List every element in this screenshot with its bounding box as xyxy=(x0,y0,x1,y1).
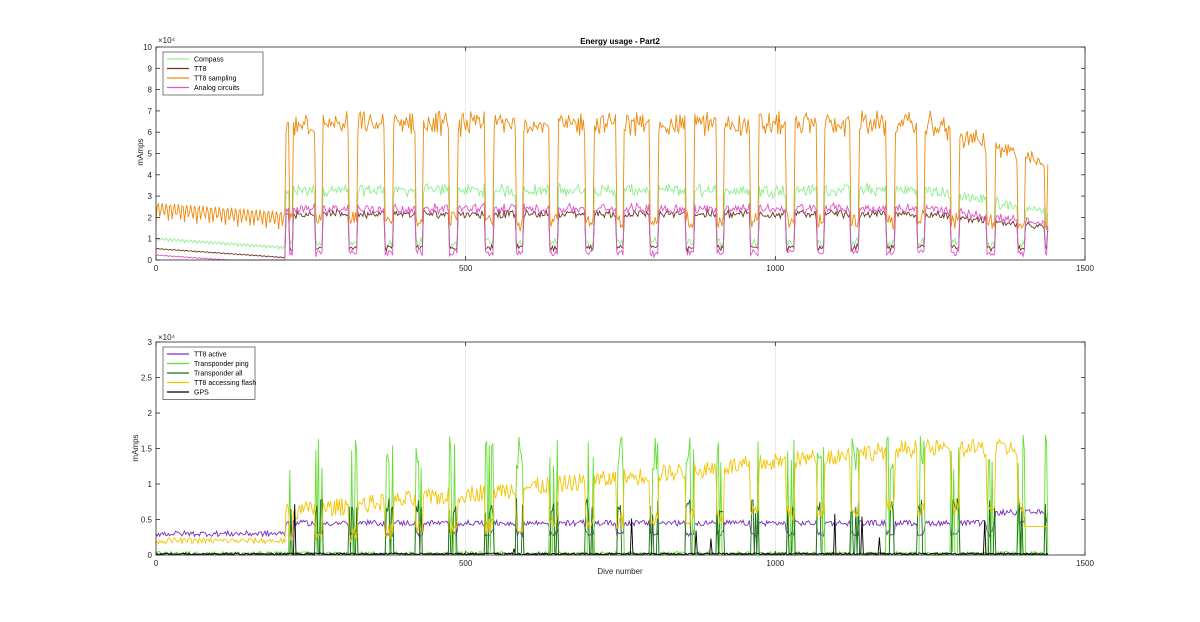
top-plot-area: 0 500 1000 1500 0 1 2 3 4 5 6 7 8 9 10 Compass TT8 TT8 sa… xyxy=(143,43,1094,273)
y-tick-label: 1 xyxy=(148,480,153,489)
series-line-tt8-sampling xyxy=(155,110,1049,232)
x-tick-label: 0 xyxy=(154,264,159,273)
legend-entry: Transponder all xyxy=(194,371,243,378)
y-tick-label: 2.5 xyxy=(141,374,153,383)
x-tick-label: 1500 xyxy=(1076,559,1094,568)
x-tick-label: 500 xyxy=(459,559,473,568)
legend-entry: TT8 accessing flash xyxy=(194,380,256,387)
y-tick-label: 1.5 xyxy=(141,445,153,454)
y-tick-label: 4 xyxy=(148,171,153,180)
y-tick-label: 0 xyxy=(148,551,153,560)
x-axis-label-bottom: Dive number xyxy=(597,567,643,576)
energy-usage-top-chart: Energy usage - Part2 mAmps ×10⁴ 0 500 1000… xyxy=(136,36,1094,273)
y-tick-label: 3 xyxy=(148,338,153,347)
bottom-plot-area: 0 500 1000 1500 0 0.5 1 1.5 2 2.5 3 TT8 active Trans… xyxy=(141,338,1095,568)
y-tick-label: 2 xyxy=(148,213,153,222)
y-tick-label: 7 xyxy=(148,107,153,116)
legend-entry: Transponder ping xyxy=(194,361,249,368)
x-tick-label: 1500 xyxy=(1076,264,1094,273)
x-tick-label: 500 xyxy=(459,264,473,273)
y-exponent-label-top: ×10⁴ xyxy=(158,36,176,45)
axes-box xyxy=(155,46,1086,261)
x-tick-label: 1000 xyxy=(766,559,784,568)
x-tick-label: 1000 xyxy=(766,264,784,273)
series-line-analog-circuits xyxy=(155,201,1049,261)
x-tick-label: 0 xyxy=(154,559,159,568)
legend-entry: Compass xyxy=(194,57,224,64)
y-tick-label: 1 xyxy=(148,235,153,244)
legend-entry: GPS xyxy=(194,390,209,397)
y-tick-label: 0 xyxy=(148,256,153,265)
series-line-tt8-active xyxy=(155,508,1049,538)
series-line-tt8-accessing-flash xyxy=(155,438,1048,545)
y-axis-label-top: mAmps xyxy=(136,138,145,165)
y-tick-label: 6 xyxy=(148,128,153,137)
y-tick-label: 5 xyxy=(148,150,153,159)
y-tick-label: 9 xyxy=(148,64,153,73)
legend-entry: Analog circuits xyxy=(194,85,240,92)
y-tick-label: 2 xyxy=(148,409,153,418)
y-tick-label: 10 xyxy=(143,43,152,52)
y-tick-label: 0.5 xyxy=(141,516,153,525)
legend-entry: TT8 sampling xyxy=(194,76,237,83)
legend-entry: TT8 xyxy=(194,66,207,73)
y-tick-label: 8 xyxy=(148,86,153,95)
series-line-tt8 xyxy=(155,208,1049,259)
y-exponent-label-bottom: ×10⁴ xyxy=(158,333,176,342)
chart-title: Energy usage - Part2 xyxy=(580,37,660,46)
y-axis-label-bottom: mAmps xyxy=(131,434,140,461)
y-tick-label: 3 xyxy=(148,192,153,201)
series-line-compass xyxy=(155,182,1049,251)
energy-usage-bottom-chart: Dive number mAmps ×10⁴ 0 500 1000 1500 0 0.5 1… xyxy=(131,333,1094,576)
legend-entry: TT8 active xyxy=(194,352,227,359)
